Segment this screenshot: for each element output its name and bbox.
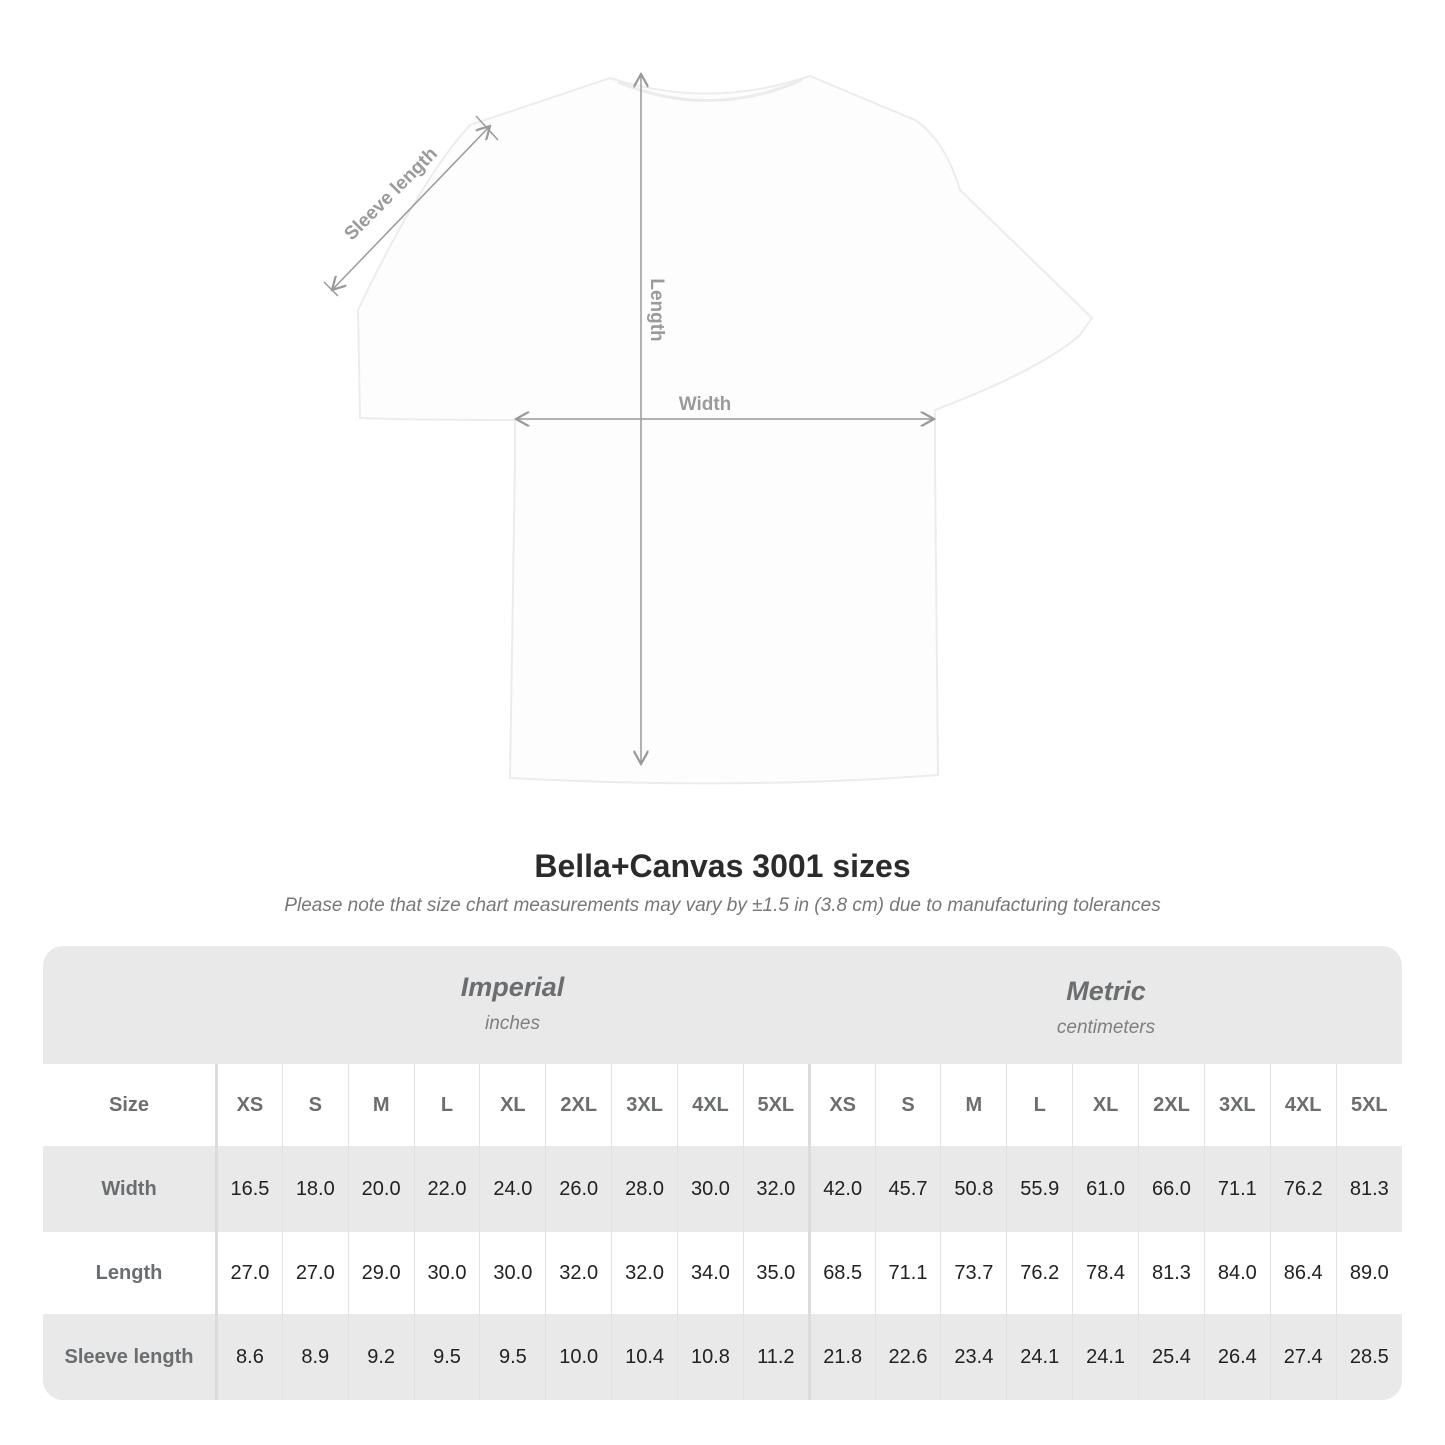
- metric-value-cell: 26.4: [1203, 1314, 1271, 1400]
- metric-label: Metric: [1066, 976, 1146, 1006]
- imperial-value-cell: 34.0: [677, 1232, 744, 1314]
- metric-value-cell: 55.9: [1006, 1146, 1073, 1232]
- metric-value-cell: 66.0: [1138, 1146, 1205, 1232]
- metric-value-cell: 24.1: [1006, 1314, 1073, 1400]
- metric-size-header: 5XL: [1335, 1064, 1402, 1146]
- imperial-value-cell: 10.4: [611, 1314, 678, 1400]
- imperial-value-cell: 10.8: [677, 1314, 744, 1400]
- table-row: Length 27.0 27.0 29.0 30.0 30.0 32.0 32.0 34.0 35…: [43, 1232, 1402, 1314]
- imperial-size-header: M: [347, 1064, 415, 1146]
- imperial-value-cell: 20.0: [347, 1146, 415, 1232]
- sleeve-length-arrow: [332, 126, 490, 290]
- imperial-value-cell: 16.5: [216, 1146, 283, 1232]
- imperial-size-header: 4XL: [677, 1064, 744, 1146]
- imperial-size-header: S: [281, 1064, 349, 1146]
- metric-header: Metric centimeters: [810, 946, 1402, 1064]
- imperial-value-cell: 35.0: [742, 1232, 810, 1314]
- imperial-value-cell: 28.0: [611, 1146, 678, 1232]
- table-row: Width 16.5 18.0 20.0 22.0 24.0 26.0 28.0 30.0 32.…: [43, 1146, 1402, 1232]
- metric-value-cell: 45.7: [874, 1146, 941, 1232]
- imperial-value-cell: 30.0: [413, 1232, 480, 1314]
- size-table-panel: Imperial inches Metric centimeters Size X…: [43, 946, 1402, 1400]
- imperial-value-cell: 32.0: [545, 1232, 612, 1314]
- metric-value-cell: 71.1: [874, 1232, 941, 1314]
- imperial-size-header: L: [413, 1064, 480, 1146]
- metric-value-cell: 76.2: [1006, 1232, 1073, 1314]
- width-label: Width: [679, 394, 732, 415]
- imperial-value-cell: 27.0: [216, 1232, 283, 1314]
- metric-size-header: S: [874, 1064, 941, 1146]
- imperial-size-header: 5XL: [742, 1064, 810, 1146]
- metric-value-cell: 22.6: [874, 1314, 941, 1400]
- metric-size-header: L: [1006, 1064, 1073, 1146]
- imperial-value-cell: 22.0: [413, 1146, 480, 1232]
- length-label: Length: [646, 278, 667, 341]
- metric-value-cell: 71.1: [1203, 1146, 1271, 1232]
- imperial-value-cell: 30.0: [677, 1146, 744, 1232]
- metric-value-cell: 81.3: [1335, 1146, 1402, 1232]
- metric-value-cell: 81.3: [1138, 1232, 1205, 1314]
- row-label: Sleeve length: [43, 1314, 218, 1400]
- row-label: Length: [43, 1232, 218, 1314]
- metric-size-header: XS: [807, 1064, 876, 1146]
- metric-size-header: XL: [1072, 1064, 1139, 1146]
- imperial-header: Imperial inches: [215, 946, 810, 1064]
- imperial-value-cell: 9.5: [479, 1314, 546, 1400]
- imperial-value-cell: 32.0: [742, 1146, 810, 1232]
- imperial-value-cell: 8.6: [216, 1314, 283, 1400]
- row-label: Width: [43, 1146, 218, 1232]
- imperial-value-cell: 24.0: [479, 1146, 546, 1232]
- imperial-value-cell: 9.2: [347, 1314, 415, 1400]
- imperial-value-cell: 9.5: [413, 1314, 480, 1400]
- metric-value-cell: 78.4: [1072, 1232, 1139, 1314]
- size-label: Size: [43, 1064, 218, 1146]
- metric-value-cell: 68.5: [807, 1232, 876, 1314]
- metric-value-cell: 42.0: [807, 1146, 876, 1232]
- table-row: Sleeve length 8.6 8.9 9.2 9.5 9.5 10.0 10.4 10.8…: [43, 1314, 1402, 1400]
- tshirt-shape: [356, 74, 1094, 785]
- metric-value-cell: 50.8: [940, 1146, 1007, 1232]
- imperial-value-cell: 27.0: [281, 1232, 349, 1314]
- imperial-value-cell: 11.2: [742, 1314, 810, 1400]
- chart-title: Bella+Canvas 3001 sizes: [534, 848, 911, 884]
- imperial-value-cell: 30.0: [479, 1232, 546, 1314]
- metric-value-cell: 76.2: [1269, 1146, 1337, 1232]
- imperial-size-header: 2XL: [545, 1064, 612, 1146]
- metric-value-cell: 86.4: [1269, 1232, 1337, 1314]
- imperial-value-cell: 18.0: [281, 1146, 349, 1232]
- metric-value-cell: 73.7: [940, 1232, 1007, 1314]
- imperial-value-cell: 10.0: [545, 1314, 612, 1400]
- metric-size-header: 4XL: [1269, 1064, 1337, 1146]
- imperial-value-cell: 32.0: [611, 1232, 678, 1314]
- metric-value-cell: 89.0: [1335, 1232, 1402, 1314]
- metric-value-cell: 23.4: [940, 1314, 1007, 1400]
- metric-value-cell: 28.5: [1335, 1314, 1402, 1400]
- metric-value-cell: 61.0: [1072, 1146, 1139, 1232]
- tshirt-diagram: Sleeve length Length Width: [323, 0, 1094, 785]
- imperial-size-header: XS: [216, 1064, 283, 1146]
- imperial-value-cell: 26.0: [545, 1146, 612, 1232]
- imperial-size-header: XL: [479, 1064, 546, 1146]
- imperial-value-cell: 8.9: [281, 1314, 349, 1400]
- size-header-row: Size XS S M L XL 2XL 3XL 4XL 5XL XS S M L XL 2XL 3XL 4XL 5…: [43, 1064, 1402, 1146]
- metric-size-header: 3XL: [1203, 1064, 1271, 1146]
- metric-size-header: 2XL: [1138, 1064, 1205, 1146]
- imperial-unit: inches: [485, 1013, 540, 1034]
- metric-value-cell: 21.8: [807, 1314, 876, 1400]
- size-table: Size XS S M L XL 2XL 3XL 4XL 5XL XS S M L XL 2XL 3XL 4XL 5…: [43, 1064, 1402, 1400]
- metric-value-cell: 24.1: [1072, 1314, 1139, 1400]
- metric-value-cell: 27.4: [1269, 1314, 1337, 1400]
- imperial-label: Imperial: [460, 972, 565, 1002]
- metric-unit: centimeters: [1056, 1017, 1156, 1038]
- metric-value-cell: 25.4: [1138, 1314, 1205, 1400]
- imperial-size-header: 3XL: [611, 1064, 678, 1146]
- tolerance-note: Please note that size chart measurements…: [284, 895, 1161, 916]
- metric-size-header: M: [940, 1064, 1007, 1146]
- metric-value-cell: 84.0: [1203, 1232, 1271, 1314]
- imperial-value-cell: 29.0: [347, 1232, 415, 1314]
